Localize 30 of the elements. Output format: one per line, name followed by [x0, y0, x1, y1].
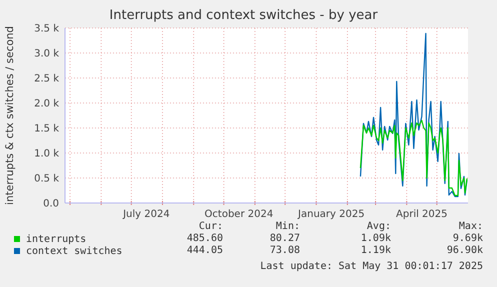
y-tick-label: 1.0 k	[34, 148, 60, 160]
legend-label: interrupts	[26, 234, 86, 245]
legend-label: context switches	[26, 246, 122, 257]
text: 1.09k	[360, 233, 391, 244]
text: Avg:	[366, 221, 391, 232]
text: Max:	[458, 221, 483, 232]
x-tick-label: April 2025	[396, 209, 448, 220]
x-tick-label: October 2024	[204, 209, 274, 220]
y-tick-label: 3.0 k	[34, 48, 60, 60]
y-axis-title: interrupts & ctx switches / second	[4, 26, 16, 205]
text: 73.08	[270, 245, 300, 256]
text: 485.60	[186, 233, 223, 244]
text: 444.05	[186, 245, 223, 256]
x-tick-label: January 2025	[297, 209, 365, 220]
y-tick-label: 0.0	[43, 198, 59, 210]
y-tick-label: 0.5 k	[34, 174, 60, 184]
line-series	[360, 120, 468, 196]
text: Min:	[276, 221, 300, 232]
text: 9.69k	[452, 233, 483, 244]
text: 1.19k	[360, 245, 391, 256]
y-tick-label: 1.5 k	[34, 124, 60, 134]
text: Cur:	[198, 221, 223, 232]
text: 96.90k	[446, 245, 483, 256]
y-tick-label: 3.5 k	[34, 24, 60, 34]
y-tick-label: 2.0 k	[34, 98, 60, 110]
y-tick-label: 2.5 k	[34, 74, 60, 84]
chart-title: Interrupts and context switches - by year	[109, 8, 378, 23]
text: Last update: Sat May 31 00:01:17 2025	[260, 261, 483, 272]
x-tick-label: July 2024	[122, 209, 170, 220]
text: 80.27	[270, 233, 300, 244]
